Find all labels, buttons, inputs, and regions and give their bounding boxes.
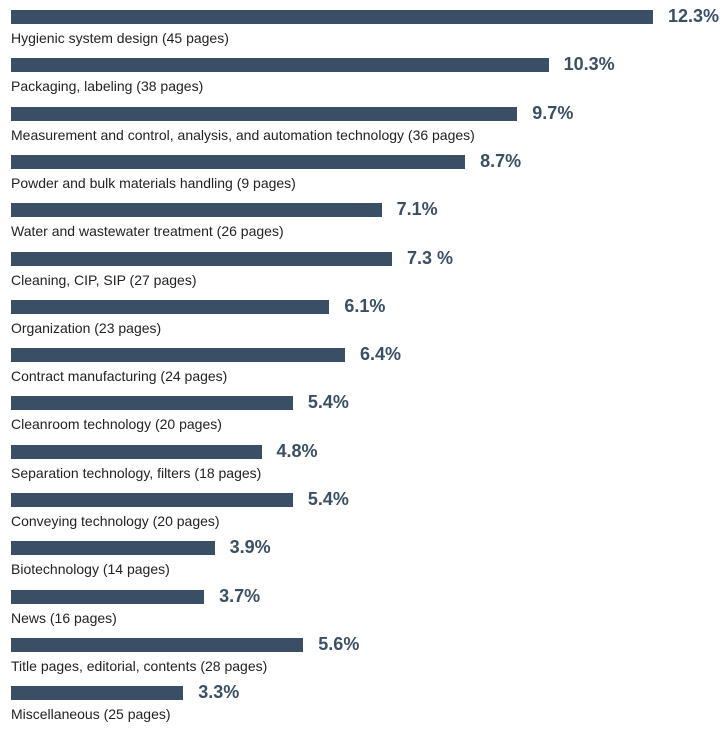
- value-label: 9.7%: [532, 102, 574, 123]
- category-label: Measurement and control, analysis, and a…: [11, 126, 475, 143]
- bar-row: 8.7% Powder and bulk materials handling (…: [0, 151, 727, 203]
- value-label: 3.3%: [198, 682, 240, 703]
- category-label: Packaging, labeling (38 pages): [11, 78, 204, 95]
- category-label: Contract manufacturing (24 pages): [11, 368, 228, 385]
- bar: [11, 493, 293, 507]
- category-label: Powder and bulk materials handling (9 pa…: [11, 174, 296, 191]
- bar-row: 10.3% Packaging, labeling (38 pages): [0, 54, 727, 106]
- value-label: 6.4%: [360, 344, 402, 365]
- bar-row: 5.4% Conveying technology (20 pages): [0, 489, 727, 541]
- bar: [11, 58, 549, 73]
- category-label: Hygienic system design (45 pages): [11, 30, 229, 46]
- value-label: 10.3%: [563, 54, 615, 75]
- bar: [11, 299, 330, 314]
- value-label: 5.4%: [307, 392, 349, 413]
- value-label: 8.7%: [480, 150, 522, 171]
- value-label: 5.6%: [318, 633, 360, 654]
- value-label: 5.4%: [307, 489, 349, 509]
- bar: [11, 686, 184, 701]
- bar-row: 7.1% Water and wastewater treatment (26 p…: [0, 199, 727, 251]
- bar: [11, 251, 392, 266]
- bar-row: 7.3 % Cleaning, CIP, SIP (27 pages): [0, 248, 727, 300]
- category-label: Biotechnology (14 pages): [11, 561, 170, 578]
- category-label: Cleaning, CIP, SIP (27 pages): [11, 271, 197, 288]
- category-label: Separation technology, filters (18 pages…: [11, 464, 262, 481]
- bar-row: 3.7% News (16 pages): [0, 586, 727, 638]
- category-label: Conveying technology (20 pages): [11, 513, 220, 529]
- bar-row: 6.4% Contract manufacturing (24 pages): [0, 344, 727, 396]
- category-label: News (16 pages): [11, 609, 117, 626]
- category-label: Water and wastewater treatment (26 pages…: [11, 223, 284, 240]
- category-label: Organization (23 pages): [11, 319, 162, 336]
- bar: [11, 154, 466, 169]
- bar: [11, 444, 262, 459]
- category-label: Miscellaneous (25 pages): [11, 706, 171, 723]
- value-label: 12.3%: [668, 6, 720, 26]
- bar-row: 12.3% Hygienic system design (45 pages): [0, 6, 727, 58]
- bar-row: 3.9% Biotechnology (14 pages): [0, 537, 727, 589]
- value-label: 6.1%: [344, 295, 386, 316]
- bar: [11, 637, 304, 652]
- bar: [11, 396, 293, 411]
- bar-row: 6.1% Organization (23 pages): [0, 296, 727, 348]
- category-label: Cleanroom technology (20 pages): [11, 416, 222, 433]
- bar: [11, 541, 215, 556]
- bar-row: 5.4% Cleanroom technology (20 pages): [0, 392, 727, 444]
- value-label: 7.3 %: [407, 247, 454, 268]
- bar: [11, 348, 345, 363]
- value-label: 3.7%: [219, 585, 261, 606]
- value-label: 3.9%: [229, 537, 271, 558]
- bar-row: 4.8% Separation technology, filters (18 p…: [0, 441, 727, 493]
- bar: [11, 106, 518, 121]
- bar: [11, 589, 205, 604]
- bar: [11, 10, 653, 24]
- bar-row: 5.6% Title pages, editorial, contents (28…: [0, 634, 727, 686]
- bar-row: 3.3% Miscellaneous (25 pages): [0, 682, 727, 734]
- category-label: Title pages, editorial, contents (28 pag…: [11, 657, 268, 674]
- value-label: 4.8%: [276, 440, 318, 461]
- bar: [11, 203, 382, 218]
- value-label: 7.1%: [396, 199, 438, 220]
- bar-row: 9.7% Measurement and control, analysis, a…: [0, 103, 727, 155]
